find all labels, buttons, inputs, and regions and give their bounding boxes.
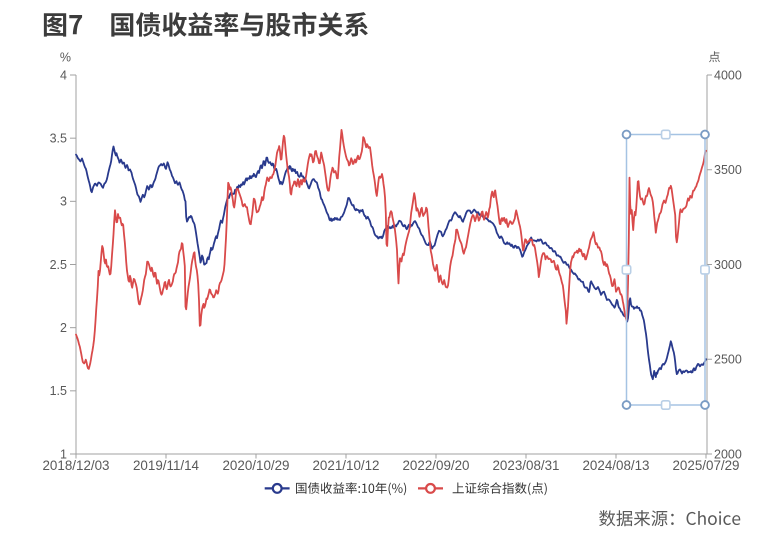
svg-text:2022/09/20: 2022/09/20 <box>402 458 469 473</box>
svg-text:2: 2 <box>60 321 67 335</box>
svg-text:2024/08/13: 2024/08/13 <box>582 458 649 473</box>
svg-text:2500: 2500 <box>714 353 742 367</box>
svg-text:2000: 2000 <box>714 447 742 461</box>
svg-text:2020/10/29: 2020/10/29 <box>222 458 289 473</box>
svg-text:2018/12/03: 2018/12/03 <box>42 458 109 473</box>
svg-text:3: 3 <box>60 195 67 209</box>
svg-text:4000: 4000 <box>714 68 742 82</box>
svg-text:1.5: 1.5 <box>50 384 67 398</box>
svg-text:1: 1 <box>60 447 67 461</box>
svg-text:2.5: 2.5 <box>50 258 67 272</box>
svg-text:3.5: 3.5 <box>50 132 67 146</box>
svg-text:3000: 3000 <box>714 258 742 272</box>
svg-text:%: % <box>60 51 71 65</box>
svg-text:2019/11/14: 2019/11/14 <box>133 458 200 473</box>
svg-text:2023/08/31: 2023/08/31 <box>492 458 559 473</box>
svg-text:4: 4 <box>60 68 67 82</box>
svg-text:2021/10/12: 2021/10/12 <box>312 458 379 473</box>
svg-text:2025/07/29: 2025/07/29 <box>672 458 739 473</box>
svg-text:3500: 3500 <box>714 163 742 177</box>
